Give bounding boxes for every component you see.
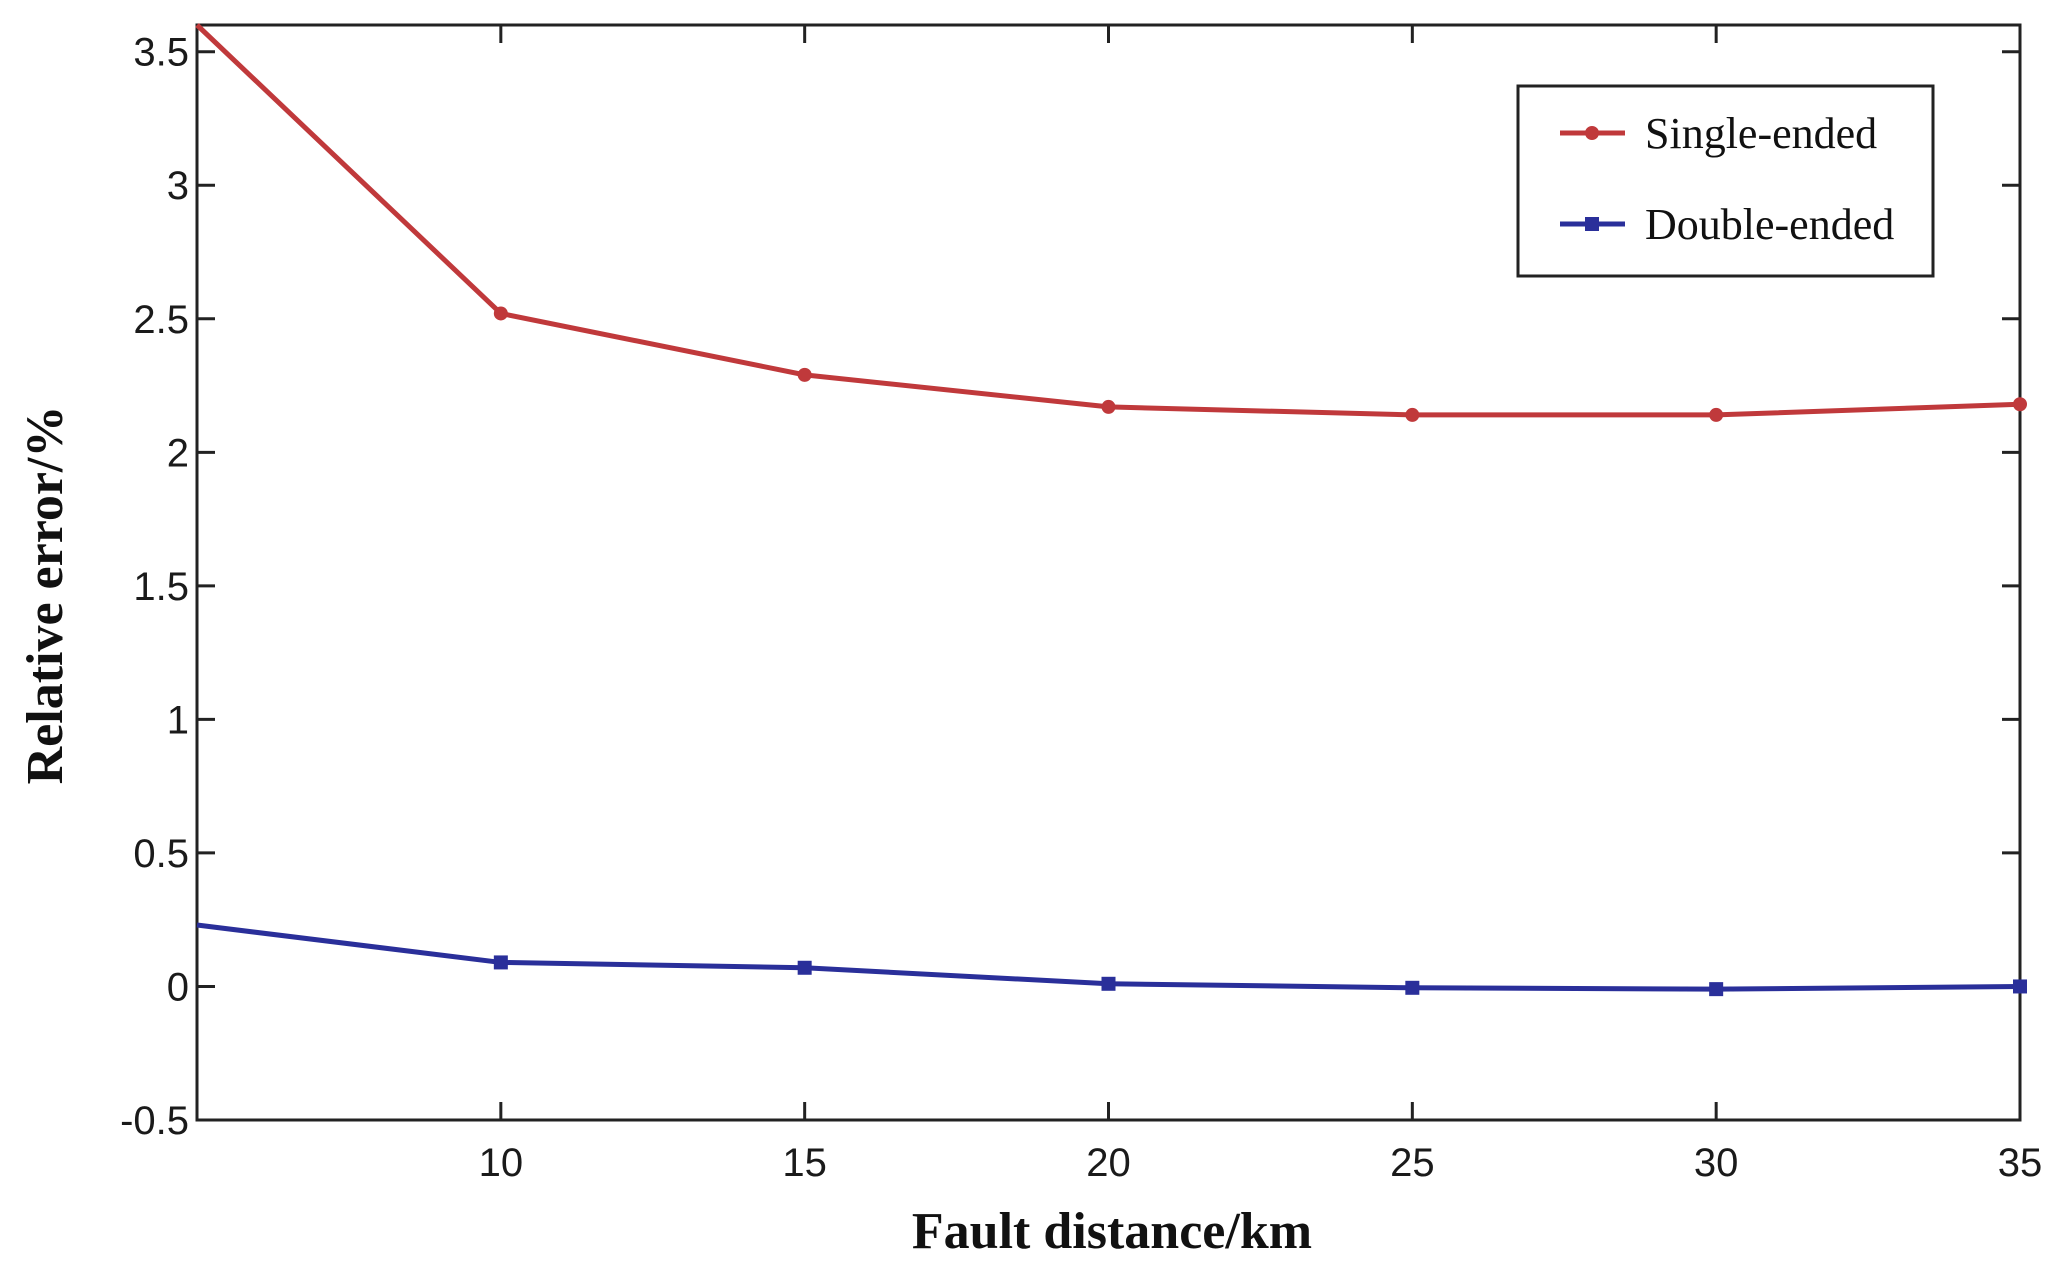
data-point-single-ended [1405, 407, 1420, 422]
data-point-single-ended [1101, 399, 1116, 414]
data-point-double-ended [2013, 979, 2027, 994]
legend-label-single-ended: Single-ended [1645, 109, 1877, 158]
data-point-double-ended [797, 960, 812, 975]
x-tick-label: 10 [479, 1141, 524, 1185]
x-tick-label: 35 [1998, 1141, 2043, 1185]
legend: Single-ended Double-ended [1516, 84, 1935, 278]
x-tick-label: 25 [1390, 1141, 1435, 1185]
y-tick-label: 0.5 [133, 832, 189, 876]
data-point-single-ended [1709, 407, 1724, 422]
x-axis-title: Fault distance/km [912, 1203, 1312, 1260]
y-tick-label: 2.5 [133, 298, 189, 342]
x-tick-label: 20 [1086, 1141, 1131, 1185]
data-point-double-ended [1101, 976, 1116, 991]
legend-marker-single-ended [1585, 126, 1599, 140]
y-axis-title: Relative error/% [17, 406, 74, 785]
y-tick-label: 3 [167, 164, 189, 208]
y-tick-label: 1.5 [133, 565, 189, 609]
y-tick-label: 0 [167, 965, 189, 1009]
y-axis-ticks: -0.5 0 0.5 1 1.5 2 2.5 3 3.5 [120, 31, 2020, 1143]
data-point-single-ended [493, 306, 508, 321]
x-tick-label: 15 [782, 1141, 827, 1185]
y-tick-label: 3.5 [133, 31, 189, 75]
x-tick-label: 30 [1694, 1141, 1739, 1185]
x-axis-ticks: 10 15 20 25 30 35 [479, 25, 2043, 1185]
data-point-single-ended [797, 367, 812, 382]
legend-box [1516, 84, 1935, 278]
data-point-double-ended [1405, 980, 1420, 995]
y-tick-label: 2 [167, 431, 189, 475]
data-point-double-ended [493, 955, 508, 970]
series-layer [195, 23, 2027, 997]
legend-label-double-ended: Double-ended [1645, 200, 1894, 249]
y-tick-label: 1 [167, 698, 189, 742]
data-point-double-ended [1709, 982, 1724, 997]
legend-marker-double-ended [1585, 217, 1599, 231]
data-point-single-ended [2013, 397, 2027, 412]
y-tick-label: -0.5 [120, 1099, 189, 1143]
